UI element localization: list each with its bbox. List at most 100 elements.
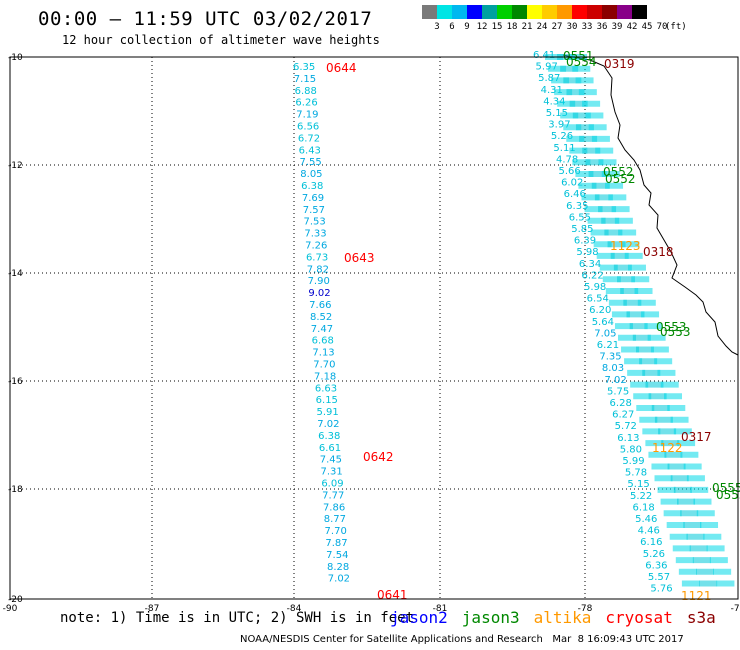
credit-line: NOAA/NESDIS Center for Satellite Applica… (240, 634, 684, 645)
swh-value: 5.64 (592, 317, 614, 328)
color-scale-label: 12 (476, 22, 488, 32)
track-layer: 6.357.156.886.267.196.566.726.437.558.05… (293, 49, 740, 603)
swh-value: 6.39 (574, 236, 596, 247)
swh-value: 7.45 (320, 455, 342, 466)
color-scale-label: 70 (656, 22, 668, 32)
swh-value: 5.98 (576, 247, 598, 258)
color-scale-label: 36 (596, 22, 608, 32)
swh-value: 8.03 (602, 363, 624, 374)
color-swatch (437, 5, 452, 19)
swh-value: 9.02 (308, 288, 330, 299)
color-swatch (512, 5, 527, 19)
page-subtitle: 12 hour collection of altimeter wave hei… (62, 33, 380, 47)
pass-time: 0643 (344, 251, 375, 265)
swh-value: 6.18 (633, 502, 655, 513)
color-scale-label: 21 (521, 22, 533, 32)
swh-value: 8.77 (324, 514, 346, 525)
swh-value: 7.13 (312, 348, 334, 359)
color-scale-label: 30 (566, 22, 578, 32)
color-swatch (482, 5, 497, 19)
swh-value: 6.35 (293, 62, 315, 73)
color-swatch (497, 5, 512, 19)
swh-value: 8.05 (300, 169, 322, 180)
swh-value: 6.16 (640, 537, 662, 548)
swh-value: 6.36 (645, 560, 667, 571)
color-scale-label: 24 (536, 22, 548, 32)
swh-value: 6.21 (597, 340, 619, 351)
lat-label: -16 (8, 377, 23, 387)
legend-item-jason2: jason2 (390, 608, 448, 627)
swh-value: 6.09 (321, 479, 343, 490)
swh-value: 5.78 (625, 468, 647, 479)
swh-value: 7.82 (307, 264, 329, 275)
color-scale-label: (ft) (665, 22, 687, 32)
swh-value: 5.26 (551, 131, 573, 142)
swh-value: 6.54 (587, 294, 609, 305)
color-swatch (632, 5, 647, 19)
pass-time: 0642 (363, 450, 394, 464)
swh-value: 7.02 (328, 574, 350, 585)
swh-value: 6.38 (301, 181, 323, 192)
pass-time: 1121 (681, 589, 712, 603)
legend-item-cryosat: cryosat (605, 608, 673, 627)
swh-value: 8.52 (310, 312, 332, 323)
lon-label: -75 (731, 604, 740, 614)
swh-value: 7.15 (294, 74, 316, 85)
swh-value: 5.15 (627, 479, 649, 490)
pass-time: 0552 (605, 172, 636, 186)
swh-value: 5.75 (607, 386, 629, 397)
swh-value: 6.56 (297, 122, 319, 133)
swh-value: 5.97 (536, 62, 558, 73)
swh-value: 7.54 (326, 550, 348, 561)
swh-value: 5.85 (571, 224, 593, 235)
swh-value: 7.87 (325, 538, 347, 549)
color-swatch (422, 5, 437, 19)
swh-value: 6.72 (298, 133, 320, 144)
color-scale-label: 45 (641, 22, 653, 32)
lon-label: -84 (287, 604, 302, 614)
pass-time: 0551 (563, 49, 594, 63)
coastline (562, 54, 739, 356)
swh-value: 7.70 (325, 526, 347, 537)
swh-value: 5.57 (648, 572, 670, 583)
pass-time: 0644 (326, 61, 357, 75)
pass-time: 0553 (660, 325, 691, 339)
swh-value: 6.55 (569, 212, 591, 223)
legend-item-s3a: s3a (686, 608, 716, 627)
swh-value: 7.90 (308, 276, 330, 287)
color-swatch (557, 5, 572, 19)
swh-value: 7.47 (311, 324, 333, 335)
swh-value: 6.22 (581, 270, 603, 281)
swh-value: 6.43 (299, 145, 321, 156)
swh-value: 6.41 (533, 50, 555, 61)
swh-value: 7.57 (303, 205, 325, 216)
swh-value: 6.34 (579, 259, 601, 270)
swh-value: 7.19 (296, 110, 318, 121)
lat-label: -10 (8, 53, 23, 63)
swh-value: 5.15 (546, 108, 568, 119)
color-scale-label: 27 (551, 22, 563, 32)
pass-time: 0553 (656, 320, 687, 334)
swh-value: 7.77 (322, 490, 344, 501)
swh-value: 4.78 (556, 154, 578, 165)
color-swatch (617, 5, 632, 19)
pass-time: 0317 (681, 430, 712, 444)
color-swatch (602, 5, 617, 19)
swh-value: 7.26 (305, 241, 327, 252)
swh-value: 6.26 (295, 98, 317, 109)
swh-value: 7.02 (317, 419, 339, 430)
swh-value: 6.13 (617, 433, 639, 444)
swh-value: 6.20 (589, 305, 611, 316)
lat-label: -20 (8, 595, 23, 605)
swh-value: 7.33 (304, 229, 326, 240)
color-scale-label: 9 (464, 22, 470, 32)
page-title: 00:00 — 11:59 UTC 03/02/2017 (38, 8, 373, 30)
swh-value: 5.66 (559, 166, 581, 177)
swh-value: 6.88 (295, 86, 317, 97)
color-scale-label: 42 (626, 22, 638, 32)
lon-label: -78 (578, 604, 593, 614)
pass-time: 1122 (652, 441, 683, 455)
legend-item-jason3: jason3 (461, 608, 520, 627)
swh-value: 6.27 (612, 410, 634, 421)
